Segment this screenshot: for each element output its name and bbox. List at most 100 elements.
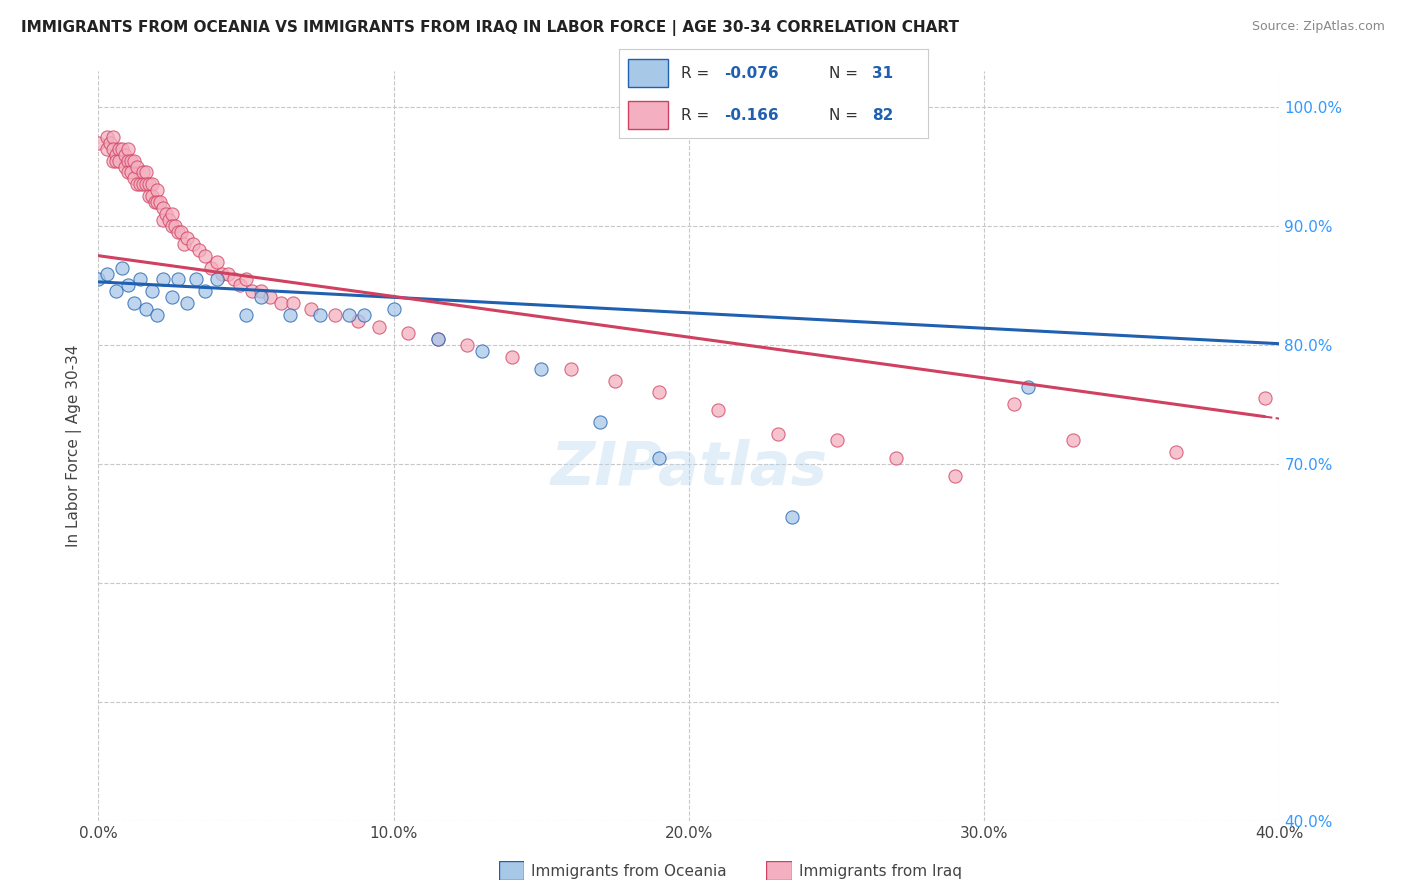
Point — [235, 308, 257, 322]
Point — [149, 195, 172, 210]
Point — [87, 272, 110, 286]
Point — [105, 153, 128, 168]
Point — [782, 510, 804, 524]
Point — [122, 153, 145, 168]
Point — [162, 290, 183, 304]
Point — [96, 267, 118, 281]
Point — [128, 272, 150, 286]
Point — [353, 308, 375, 322]
Point — [648, 450, 671, 465]
Point — [167, 272, 190, 286]
Point — [117, 153, 139, 168]
Point — [884, 450, 907, 465]
Point — [141, 189, 163, 203]
FancyBboxPatch shape — [628, 101, 668, 129]
Point — [427, 332, 450, 346]
Text: N =: N = — [830, 108, 863, 122]
Point — [111, 142, 134, 156]
Point — [194, 285, 217, 299]
Point — [382, 302, 405, 317]
Point — [165, 219, 187, 233]
Point — [229, 278, 252, 293]
Point — [205, 254, 228, 268]
Point — [120, 165, 142, 179]
Point — [132, 178, 155, 192]
Point — [108, 142, 131, 156]
Point — [605, 374, 627, 388]
Point — [146, 308, 169, 322]
Point — [530, 361, 553, 376]
Text: Immigrants from Iraq: Immigrants from Iraq — [799, 864, 962, 879]
Text: Immigrants from Oceania: Immigrants from Oceania — [531, 864, 727, 879]
Point — [1062, 433, 1084, 447]
Point — [128, 178, 150, 192]
Point — [456, 338, 478, 352]
Point — [1254, 392, 1277, 406]
Point — [141, 285, 163, 299]
Point — [173, 236, 195, 251]
Text: IMMIGRANTS FROM OCEANIA VS IMMIGRANTS FROM IRAQ IN LABOR FORCE | AGE 30-34 CORRE: IMMIGRANTS FROM OCEANIA VS IMMIGRANTS FR… — [21, 20, 959, 36]
Point — [162, 219, 183, 233]
Y-axis label: In Labor Force | Age 30-34: In Labor Force | Age 30-34 — [66, 344, 83, 548]
Text: R =: R = — [681, 108, 714, 122]
Point — [114, 160, 136, 174]
Point — [270, 296, 292, 310]
Point — [825, 433, 848, 447]
Point — [347, 314, 370, 328]
Point — [648, 385, 671, 400]
Point — [217, 267, 239, 281]
Text: -0.076: -0.076 — [724, 66, 779, 80]
Point — [117, 165, 139, 179]
Point — [98, 136, 121, 150]
Point — [157, 213, 180, 227]
Point — [143, 195, 166, 210]
Point — [240, 285, 263, 299]
FancyBboxPatch shape — [628, 59, 668, 87]
Text: 82: 82 — [872, 108, 894, 122]
Point — [96, 129, 118, 144]
Point — [1017, 379, 1039, 393]
Point — [224, 272, 246, 286]
Point — [135, 178, 157, 192]
Point — [170, 225, 193, 239]
Point — [103, 142, 125, 156]
Point — [176, 296, 198, 310]
Text: -0.166: -0.166 — [724, 108, 779, 122]
Point — [211, 267, 233, 281]
Text: N =: N = — [830, 66, 863, 80]
Point — [162, 207, 183, 221]
Point — [707, 403, 730, 417]
Point — [122, 171, 145, 186]
Point — [135, 302, 157, 317]
Point — [125, 178, 148, 192]
Point — [152, 213, 174, 227]
Point — [396, 326, 419, 340]
Point — [132, 165, 155, 179]
Point — [184, 272, 207, 286]
Point — [103, 129, 125, 144]
Point — [187, 243, 209, 257]
Point — [96, 142, 118, 156]
Point — [1164, 445, 1187, 459]
Point — [146, 183, 169, 197]
Point — [560, 361, 582, 376]
Text: Source: ZipAtlas.com: Source: ZipAtlas.com — [1251, 20, 1385, 33]
Point — [120, 153, 142, 168]
Text: R =: R = — [681, 66, 714, 80]
Point — [152, 272, 174, 286]
Point — [141, 178, 163, 192]
Point — [125, 160, 148, 174]
Text: 31: 31 — [872, 66, 893, 80]
Point — [167, 225, 190, 239]
Point — [105, 147, 128, 161]
Point — [283, 296, 305, 310]
Point — [471, 343, 494, 358]
Point — [1002, 397, 1025, 411]
Point — [309, 308, 332, 322]
Point — [194, 249, 217, 263]
Point — [200, 260, 222, 275]
Point — [138, 178, 160, 192]
Point — [766, 427, 789, 442]
Point — [181, 236, 204, 251]
Point — [501, 350, 523, 364]
